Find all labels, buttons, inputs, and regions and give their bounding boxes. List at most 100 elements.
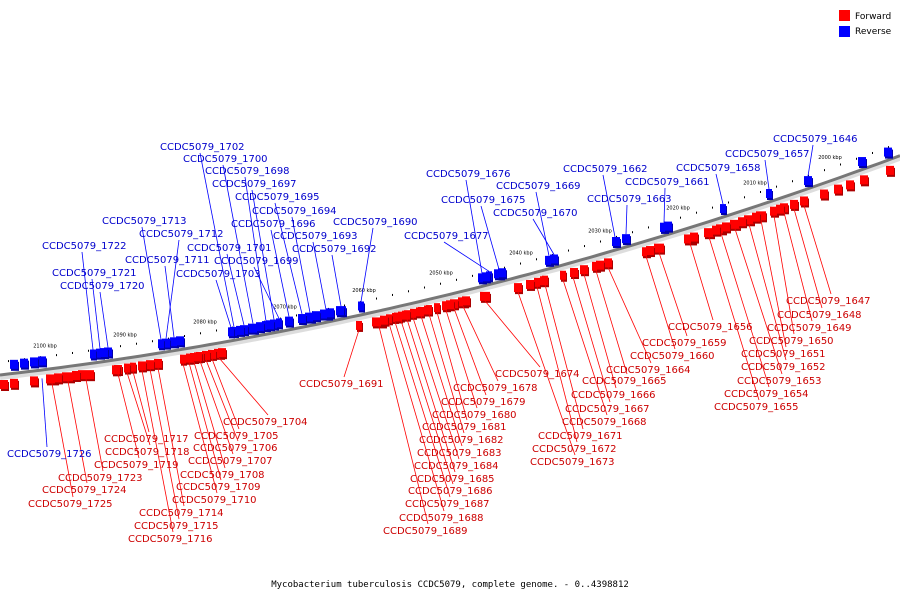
forward-gene-label: CCDC5079_1681: [422, 422, 507, 433]
scale-tick: [72, 351, 73, 354]
reverse-leader-line: [443, 241, 490, 272]
forward-gene-block: [138, 361, 147, 373]
reverse-gene-block: [162, 338, 171, 350]
reverse-gene-block: [236, 325, 245, 337]
reverse-gene-block: [256, 322, 265, 334]
scale-tick: [56, 354, 57, 357]
scale-tick-label: 2060 kbp: [352, 288, 376, 294]
forward-gene-label: CCDC5079_1654: [724, 389, 809, 400]
reverse-gene-label: CCDC5079_1658: [676, 163, 761, 174]
reverse-gene-block: [266, 320, 275, 332]
forward-gene-label: CCDC5079_1723: [58, 473, 143, 484]
forward-gene-label: CCDC5079_1664: [606, 365, 691, 376]
forward-gene-label: CCDC5079_1679: [441, 397, 526, 408]
forward-gene-label: CCDC5079_1691: [299, 379, 384, 390]
genome-axis: 2000 kbp 2010 kbp 2020 kbp 2030 kbp 2040 kbp…: [0, 146, 900, 380]
legend: Forward Reverse: [839, 10, 892, 37]
scale-tick: [648, 226, 649, 229]
forward-gene-label: CCDC5079_1719: [94, 460, 179, 471]
forward-gene-block: [560, 270, 567, 282]
reverse-leader-line: [331, 254, 342, 307]
forward-leader-line: [205, 359, 239, 442]
scale-tick: [856, 157, 857, 160]
scale-tick: [888, 146, 889, 149]
reverse-gene-block: [664, 221, 673, 233]
reverse-gene-block: [20, 358, 29, 370]
scale-tick: [408, 290, 409, 293]
reverse-gene-label: CCDC5079_1693: [273, 231, 358, 242]
reverse-gene-block: [482, 272, 491, 284]
forward-gene-block: [124, 363, 131, 375]
reverse-gene-label: CCDC5079_1675: [441, 195, 526, 206]
forward-leader-line: [748, 224, 787, 361]
forward-gene-label: CCDC5079_1682: [419, 435, 504, 446]
forward-gene-label: CCDC5079_1718: [105, 447, 190, 458]
reverse-gene-block: [298, 314, 307, 326]
scale-tick: [632, 231, 633, 234]
forward-leader-line: [117, 373, 140, 459]
forward-gene-label: CCDC5079_1689: [383, 526, 468, 537]
gene-blocks: [0, 147, 895, 391]
reverse-leader-line: [274, 202, 303, 315]
forward-leader-line: [378, 326, 429, 525]
forward-gene-label: CCDC5079_1647: [786, 296, 871, 307]
forward-leader-line: [182, 363, 218, 494]
forward-gene-label: CCDC5079_1704: [223, 417, 308, 428]
reverse-leader-line: [535, 191, 550, 256]
reverse-gene-label: CCDC5079_1692: [292, 244, 377, 255]
forward-gene-label: CCDC5079_1651: [741, 349, 826, 360]
leader-lines: [41, 144, 832, 533]
reverse-gene-block: [305, 312, 316, 324]
scale-tick: [536, 258, 537, 261]
reverse-gene-block: [312, 311, 321, 323]
forward-gene-block: [416, 307, 425, 319]
scale-tick: [344, 304, 345, 307]
forward-gene-block: [446, 300, 455, 312]
forward-leader-line: [572, 276, 611, 403]
scale-tick: [760, 191, 761, 194]
reverse-gene-block: [884, 147, 893, 159]
reverse-leader-line: [807, 144, 814, 177]
forward-leader-line: [211, 358, 240, 430]
forward-gene-label: CCDC5079_1686: [408, 486, 493, 497]
reverse-leader-line: [81, 251, 94, 350]
reverse-gene-block: [336, 306, 345, 318]
forward-gene-label: CCDC5079_1680: [432, 410, 517, 421]
scale-tick: [424, 286, 425, 289]
reverse-gene-label: CCDC5079_1661: [625, 177, 710, 188]
reverse-gene-block: [228, 327, 235, 339]
reverse-gene-block: [10, 359, 19, 371]
reverse-gene-block: [90, 349, 97, 361]
reverse-leader-line: [270, 229, 290, 317]
reverse-gene-label: CCDC5079_1662: [563, 164, 648, 175]
forward-leader-line: [412, 317, 460, 460]
reverse-leader-line: [625, 204, 628, 235]
reverse-gene-block: [38, 356, 47, 368]
forward-leader-line: [484, 300, 541, 368]
forward-gene-block: [424, 305, 433, 317]
forward-gene-block: [186, 353, 195, 365]
reverse-leader-line: [199, 152, 235, 328]
scale-tick: [520, 262, 521, 265]
forward-leader-line: [734, 228, 783, 375]
reverse-gene-block: [358, 301, 365, 313]
reverse-gene-block: [498, 268, 507, 280]
forward-gene-label: CCDC5079_1705: [194, 431, 279, 442]
forward-leader-line: [85, 379, 104, 472]
forward-gene-block: [410, 308, 417, 320]
forward-gene-label: CCDC5079_1671: [538, 431, 623, 442]
forward-gene-block: [570, 267, 579, 279]
reverse-gene-label: CCDC5079_1697: [212, 179, 297, 190]
forward-leader-line: [562, 279, 608, 416]
scale-tick-label: 2090 kbp: [113, 332, 137, 338]
legend-forward-swatch: [839, 10, 850, 21]
reverse-leader-line: [41, 378, 48, 448]
scale-tick: [712, 206, 713, 209]
forward-gene-block: [770, 206, 779, 218]
forward-gene-label: CCDC5079_1715: [134, 521, 219, 532]
genome-caption: Mycobacterium tuberculosis CCDC5079, com…: [271, 580, 629, 590]
forward-leader-line: [67, 381, 88, 484]
forward-gene-block: [654, 243, 665, 255]
reverse-gene-label: CCDC5079_1712: [139, 229, 224, 240]
